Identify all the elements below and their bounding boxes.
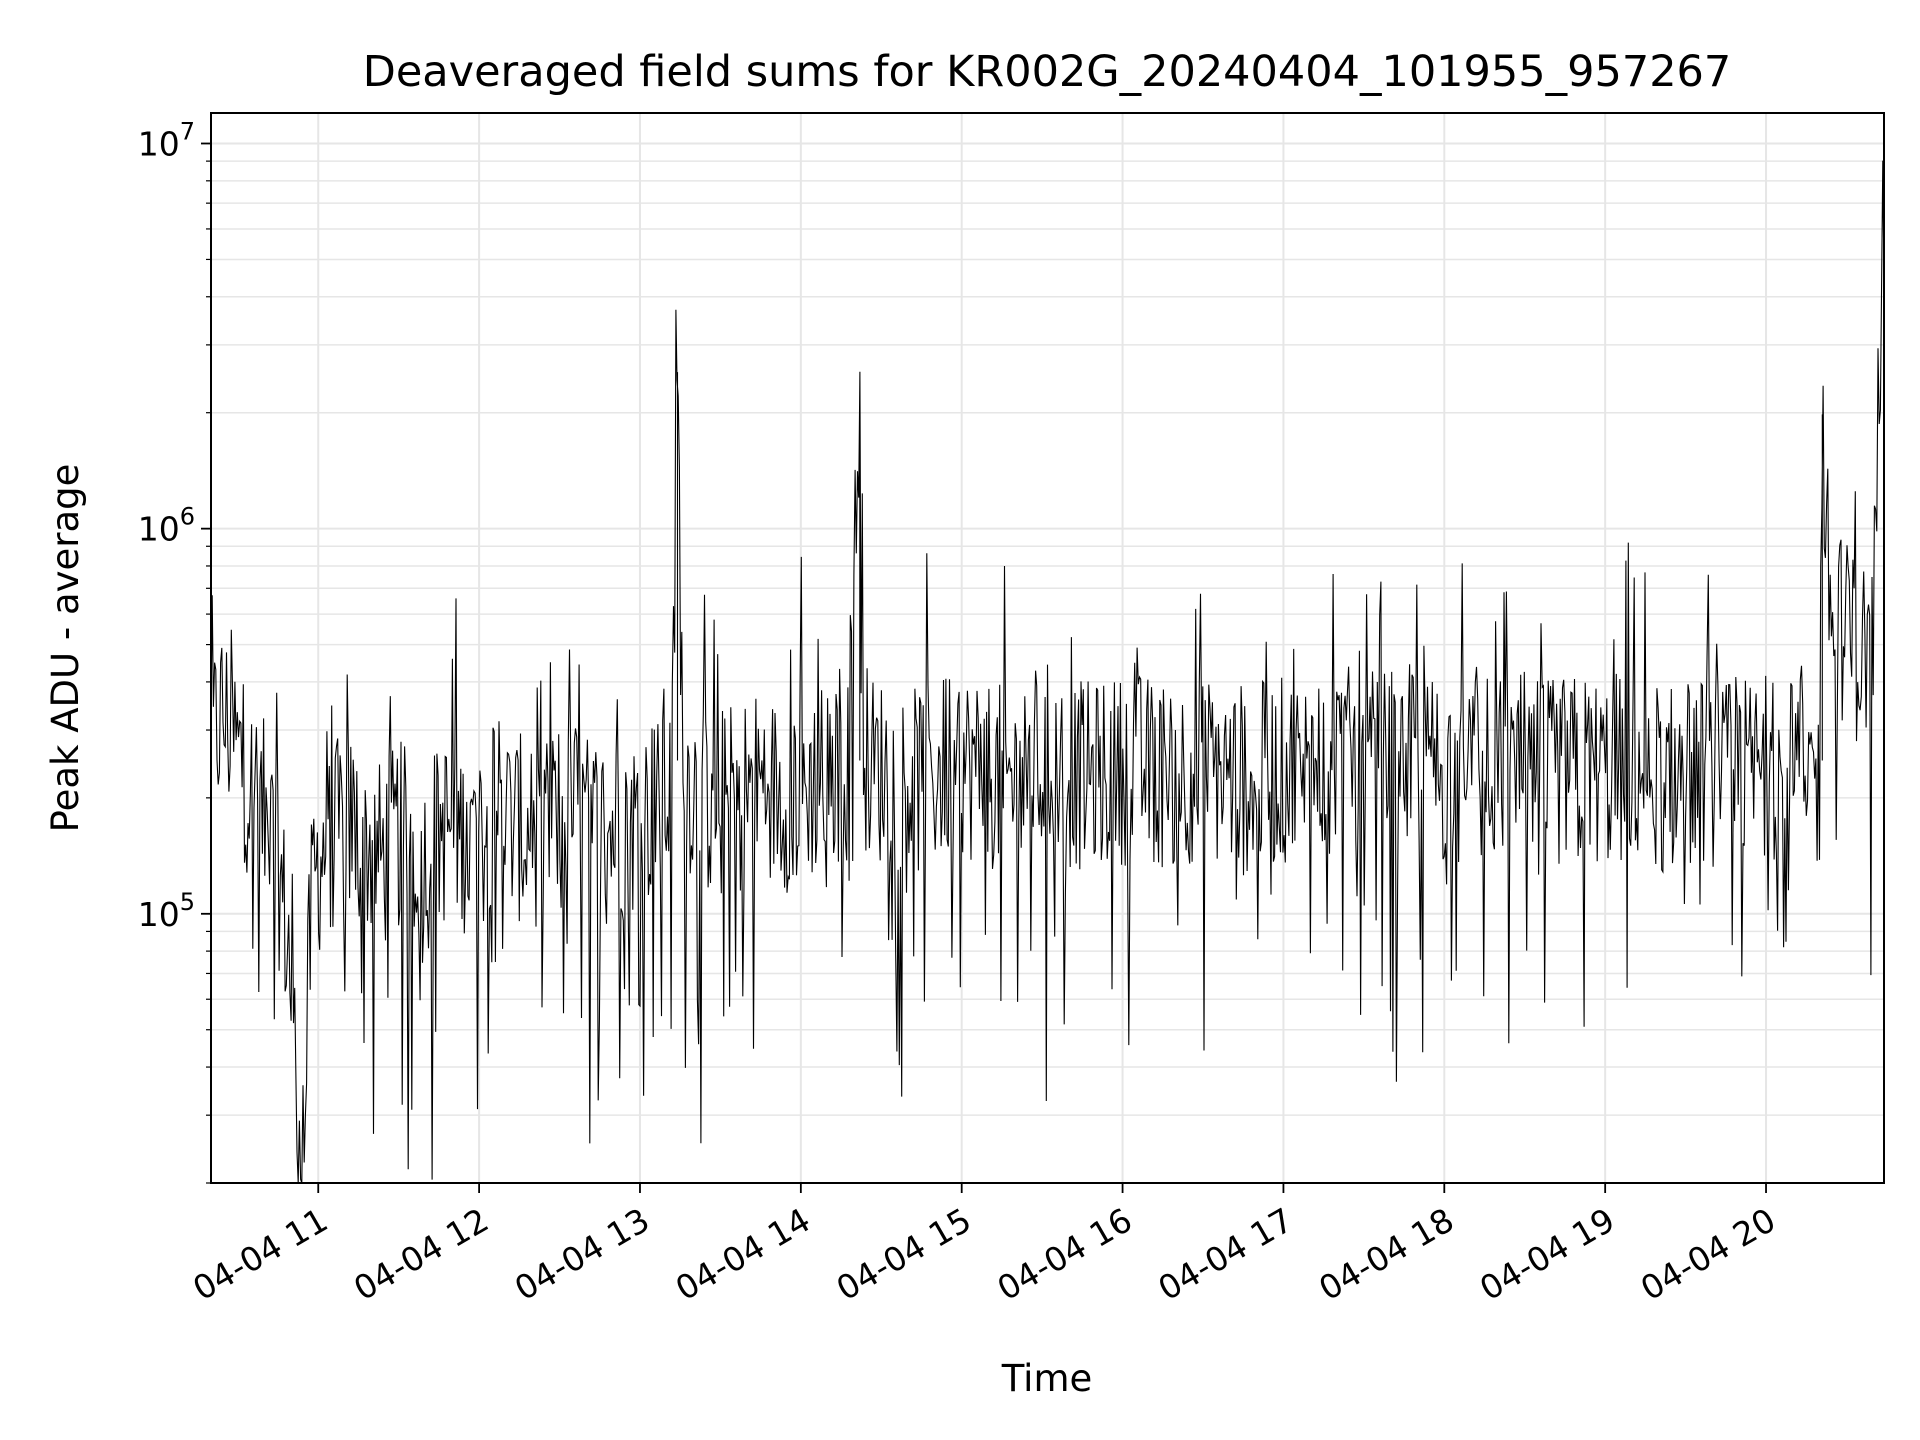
y-axis-label: Peak ADU - average [44, 464, 87, 833]
y-axis: 105 106 107 [138, 117, 211, 1184]
y-tick-label: 106 [138, 503, 195, 549]
series-line [210, 159, 1885, 1184]
y-tick-label: 105 [138, 888, 195, 934]
chart-title: Deaveraged field sums for KR002G_2024040… [363, 47, 1732, 97]
x-axis-label: Time [1001, 1357, 1093, 1400]
plot-frame [210, 112, 1885, 1184]
y-tick-label: 107 [138, 117, 195, 163]
